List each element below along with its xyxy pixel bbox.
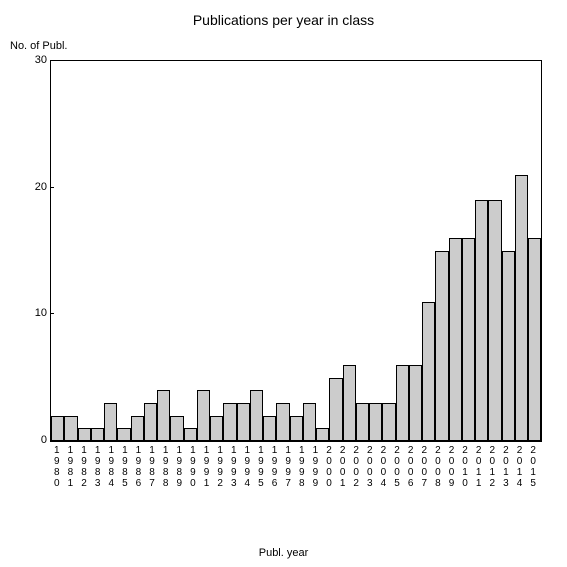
xtick-label: 2002 xyxy=(349,445,363,489)
bar xyxy=(51,416,64,441)
xtick-label: 2005 xyxy=(390,445,404,489)
bar xyxy=(223,403,236,441)
bar xyxy=(382,403,395,441)
bar xyxy=(435,251,448,441)
xtick-label: 2012 xyxy=(486,445,500,489)
bar xyxy=(131,416,144,441)
xtick-label: 1992 xyxy=(213,445,227,489)
xtick-label: 2015 xyxy=(526,445,540,489)
bar xyxy=(197,390,210,441)
ytick-label: 20 xyxy=(22,181,47,193)
xtick-label: 2003 xyxy=(363,445,377,489)
bar xyxy=(396,365,409,441)
bar xyxy=(157,390,170,441)
bar xyxy=(329,378,342,441)
bar xyxy=(528,238,541,441)
xtick-label: 1995 xyxy=(254,445,268,489)
xtick-label: 1996 xyxy=(268,445,282,489)
xtick-label: 1994 xyxy=(241,445,255,489)
xtick-label: 1986 xyxy=(132,445,146,489)
xtick-label: 1997 xyxy=(281,445,295,489)
xtick-label: 1982 xyxy=(77,445,91,489)
bar xyxy=(170,416,183,441)
bar xyxy=(290,416,303,441)
xtick-label: 2006 xyxy=(404,445,418,489)
bar xyxy=(144,403,157,441)
x-ticks: 1980198119821983198419851986198719881989… xyxy=(50,445,540,489)
xtick-label: 1985 xyxy=(118,445,132,489)
bar xyxy=(462,238,475,441)
xtick-label: 2008 xyxy=(431,445,445,489)
xtick-label: 1983 xyxy=(91,445,105,489)
bar xyxy=(422,302,435,441)
xtick-label: 1987 xyxy=(145,445,159,489)
xtick-label: 1980 xyxy=(50,445,64,489)
xtick-label: 2007 xyxy=(417,445,431,489)
bar xyxy=(276,403,289,441)
bar xyxy=(356,403,369,441)
bar xyxy=(78,428,91,441)
xtick-label: 2004 xyxy=(377,445,391,489)
xtick-label: 1984 xyxy=(104,445,118,489)
bar xyxy=(475,200,488,441)
xtick-label: 1989 xyxy=(172,445,186,489)
xtick-label: 1981 xyxy=(64,445,78,489)
bar xyxy=(210,416,223,441)
bar xyxy=(409,365,422,441)
ytick-label: 0 xyxy=(22,434,47,446)
bar xyxy=(117,428,130,441)
xtick-label: 2000 xyxy=(322,445,336,489)
bar xyxy=(104,403,117,441)
xtick-label: 1990 xyxy=(186,445,200,489)
xtick-label: 1991 xyxy=(200,445,214,489)
bar xyxy=(515,175,528,441)
chart-container: Publications per year in class No. of Pu… xyxy=(0,0,567,567)
bar xyxy=(502,251,515,441)
xtick-label: 2001 xyxy=(336,445,350,489)
ytick-label: 10 xyxy=(22,307,47,319)
xtick-label: 1993 xyxy=(227,445,241,489)
xtick-label: 2009 xyxy=(445,445,459,489)
bar xyxy=(343,365,356,441)
bar xyxy=(64,416,77,441)
x-axis-label: Publ. year xyxy=(0,547,567,559)
bar xyxy=(237,403,250,441)
bar xyxy=(250,390,263,441)
bar xyxy=(263,416,276,441)
bar xyxy=(303,403,316,441)
bar xyxy=(449,238,462,441)
bar xyxy=(369,403,382,441)
xtick-label: 1988 xyxy=(159,445,173,489)
chart-title: Publications per year in class xyxy=(0,12,567,28)
y-axis-label: No. of Publ. xyxy=(10,40,67,52)
plot-area xyxy=(50,60,542,442)
ytick-label: 30 xyxy=(22,54,47,66)
xtick-label: 2014 xyxy=(513,445,527,489)
bars-group xyxy=(51,61,541,441)
bar xyxy=(316,428,329,441)
xtick-label: 2013 xyxy=(499,445,513,489)
bar xyxy=(184,428,197,441)
xtick-label: 1998 xyxy=(295,445,309,489)
xtick-label: 2010 xyxy=(458,445,472,489)
bar xyxy=(488,200,501,441)
xtick-label: 1999 xyxy=(309,445,323,489)
bar xyxy=(91,428,104,441)
xtick-label: 2011 xyxy=(472,445,486,489)
